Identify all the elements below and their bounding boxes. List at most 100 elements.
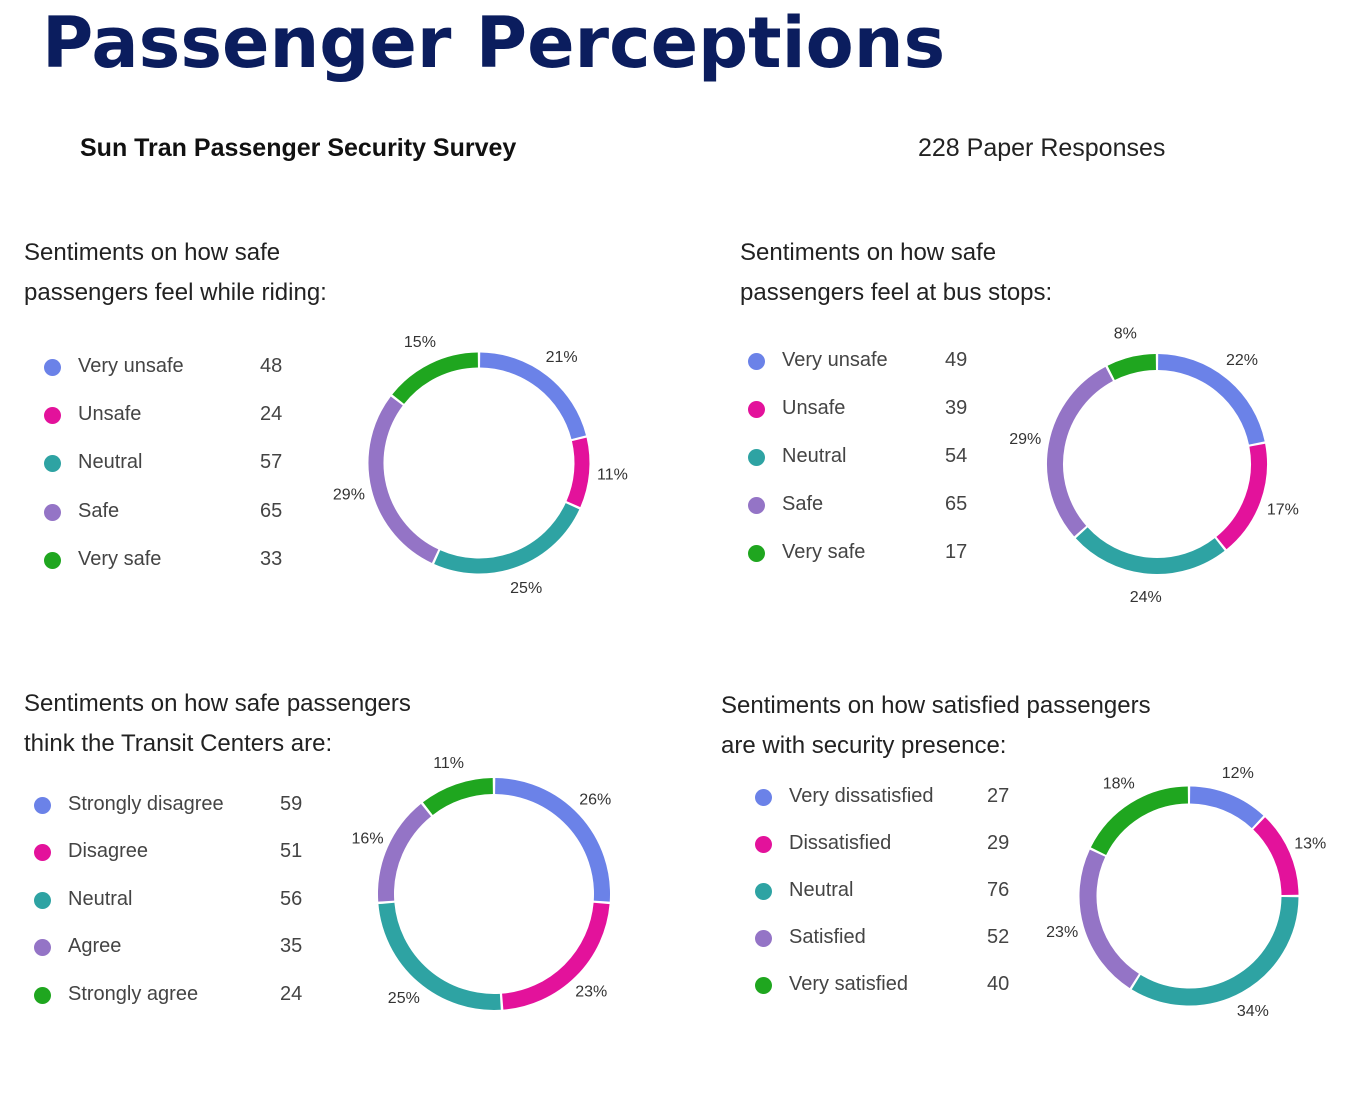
transit-center-safety-donut: 26% 23% 25% 16% 11% <box>352 755 611 1010</box>
riding-safety-donut: 21% 11% 25% 29% 15% <box>333 334 628 597</box>
question-line-2: passengers feel at bus stops: <box>740 279 1053 306</box>
security-presence-question: Sentiments on how satisfied passengers a… <box>721 686 1151 766</box>
donut-label-neutral: 25% <box>510 580 542 597</box>
response-count: 228 Paper Responses <box>918 134 1166 162</box>
donut-segment-agree <box>378 803 432 902</box>
legend-count: 76 <box>987 879 1010 901</box>
legend-swatch <box>748 545 765 562</box>
question-line-1: Sentiments on how safe <box>24 239 281 266</box>
legend-swatch <box>755 883 772 900</box>
legend-swatch <box>44 503 61 521</box>
legend-count: 57 <box>260 451 283 474</box>
legend-label: Strongly agree <box>68 982 199 1005</box>
legend-label: Unsafe <box>782 397 846 419</box>
legend-swatch <box>755 930 772 947</box>
legend-label: Disagree <box>68 840 149 863</box>
legend-label: Very safe <box>78 547 162 570</box>
legend-count: 65 <box>260 499 283 522</box>
legend-count: 65 <box>945 493 968 515</box>
question-line-2: passengers feel while riding: <box>24 279 327 306</box>
bus-stop-safety-question: Sentiments on how safe passengers feel a… <box>740 233 1052 313</box>
donut-segment-very-satisfied <box>1090 786 1189 856</box>
legend-label: Very safe <box>782 541 866 563</box>
donut-segment-very-dissatisfied <box>1189 786 1264 829</box>
donut-label-neutral: 24% <box>1130 589 1162 606</box>
donut-label-agree: 16% <box>352 830 384 847</box>
donut-label-strongly-agree: 11% <box>433 755 464 772</box>
legend-label: Agree <box>68 935 122 958</box>
legend-count: 33 <box>260 547 283 570</box>
legend-label: Neutral <box>78 451 143 474</box>
legend-swatch <box>44 551 61 569</box>
donut-label-safe: 29% <box>333 487 365 504</box>
donut-segment-very-safe <box>1107 354 1157 381</box>
legend-swatch <box>34 986 51 1004</box>
legend-swatch <box>748 401 765 418</box>
donut-segment-unsafe <box>1216 443 1267 550</box>
donut-label-safe: 29% <box>1009 431 1041 448</box>
donut-segment-dissatisfied <box>1253 817 1299 896</box>
donut-label-neutral: 34% <box>1237 1003 1269 1020</box>
donut-segment-disagree <box>501 902 610 1010</box>
legend-swatch <box>34 797 51 814</box>
donut-segment-very-unsafe <box>479 352 586 440</box>
legend-count: 39 <box>945 397 968 419</box>
bus-stop-safety-donut: 22% 17% 24% 29% 8% <box>1009 325 1299 606</box>
donut-segment-strongly-disagree <box>494 778 610 902</box>
transit-center-safety-question: Sentiments on how safe passengers think … <box>24 684 411 764</box>
legend-swatch <box>755 789 772 806</box>
donut-segment-neutral <box>434 502 580 574</box>
question-line-1: Sentiments on how safe passengers <box>24 690 411 717</box>
donut-segment-satisfied <box>1079 849 1140 989</box>
survey-name: Sun Tran Passenger Security Survey <box>80 134 517 162</box>
donut-label-unsafe: 17% <box>1267 502 1299 519</box>
legend-label: Neutral <box>789 879 854 901</box>
donut-label-unsafe: 11% <box>597 467 628 484</box>
legend-swatch <box>748 497 765 514</box>
legend-count: 59 <box>280 793 303 815</box>
legend-count: 24 <box>260 403 283 426</box>
legend-label: Strongly disagree <box>68 793 224 815</box>
legend-count: 48 <box>260 355 283 377</box>
legend-swatch <box>34 844 51 862</box>
legend-label: Very satisfied <box>789 973 908 995</box>
legend-count: 51 <box>280 840 303 863</box>
donut-label-very-unsafe: 21% <box>546 349 578 366</box>
question-line-1: Sentiments on how safe <box>740 239 997 266</box>
donut-label-very-unsafe: 22% <box>1226 352 1258 369</box>
legend-count: 17 <box>945 541 968 563</box>
legend-swatch <box>44 455 61 473</box>
legend-label: Satisfied <box>789 926 866 948</box>
legend-count: 56 <box>280 887 303 910</box>
donut-segment-neutral <box>378 902 501 1010</box>
donut-label-very-safe: 8% <box>1114 325 1137 342</box>
legend-count: 52 <box>987 926 1010 948</box>
donut-segment-neutral <box>1131 896 1299 1006</box>
donut-label-very-satisfied: 18% <box>1103 776 1135 793</box>
donut-segment-neutral <box>1075 527 1225 574</box>
legend-label: Safe <box>782 493 824 515</box>
donut-label-very-safe: 15% <box>404 334 436 351</box>
legend-swatch <box>748 353 765 370</box>
legend-label: Neutral <box>68 887 133 910</box>
legend-count: 35 <box>280 935 303 958</box>
donut-label-satisfied: 23% <box>1046 924 1078 941</box>
donut-label-neutral: 25% <box>388 990 420 1007</box>
legend-swatch <box>755 977 772 994</box>
donut-segment-strongly-agree <box>422 778 494 816</box>
legend-count: 29 <box>987 832 1010 854</box>
security-presence-donut: 12% 13% 34% 23% 18% <box>1046 765 1326 1020</box>
legend-count: 54 <box>945 445 968 467</box>
legend-count: 24 <box>280 982 303 1005</box>
legend-label: Dissatisfied <box>789 832 892 854</box>
donut-segment-safe <box>368 396 439 563</box>
legend-count: 27 <box>987 785 1010 807</box>
legend-count: 49 <box>945 349 968 371</box>
legend-label: Neutral <box>782 445 847 467</box>
donut-segment-very-unsafe <box>1157 354 1265 445</box>
legend-swatch <box>34 891 51 909</box>
legend-label: Safe <box>78 499 120 522</box>
legend-label: Very unsafe <box>782 349 888 371</box>
riding-safety-question: Sentiments on how safe passengers feel w… <box>24 233 327 313</box>
donut-segment-unsafe <box>566 437 590 508</box>
